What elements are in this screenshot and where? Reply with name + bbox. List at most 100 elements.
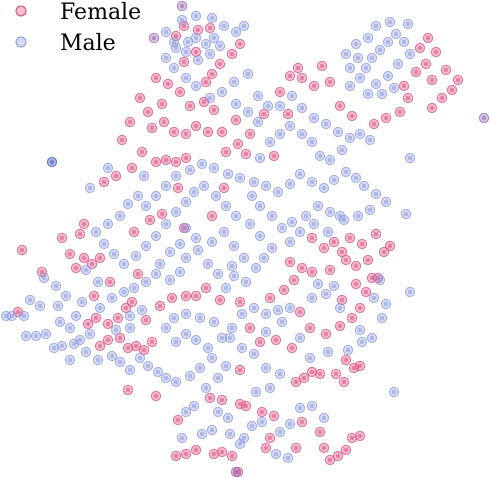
point-female-11 (340, 444, 352, 456)
point-male-97 (248, 176, 260, 188)
point-male-250 (164, 246, 176, 258)
point-male-199 (238, 20, 250, 32)
point-male-205 (382, 36, 394, 48)
point-male-109 (380, 196, 392, 208)
point-female-37 (102, 334, 114, 346)
point-male-242 (190, 232, 202, 244)
point-male-64 (250, 262, 262, 274)
point-male-259 (38, 272, 50, 284)
point-female-103 (110, 170, 122, 182)
point-male-47 (60, 290, 72, 302)
point-female-158 (410, 66, 422, 78)
point-female-69 (350, 278, 362, 290)
point-female-174 (218, 182, 230, 194)
point-male-155 (376, 312, 388, 324)
point-male-152 (342, 344, 354, 356)
point-male-117 (276, 222, 288, 234)
point-male-164 (274, 128, 286, 140)
point-male-14 (234, 438, 246, 450)
point-female-80 (344, 232, 356, 244)
point-female-26 (268, 410, 280, 422)
point-female-180 (88, 290, 100, 302)
point-female-113 (180, 128, 192, 140)
point-male-85 (114, 210, 126, 222)
point-male-246 (228, 240, 240, 252)
point-male-170 (336, 144, 348, 156)
point-male-33 (134, 352, 146, 364)
point-female-46 (112, 312, 124, 324)
point-female-148 (324, 76, 336, 88)
point-male-45 (70, 310, 82, 322)
legend-entry-female: Female (15, 0, 141, 25)
point-female-143 (204, 22, 216, 34)
point-female-1 (180, 448, 192, 460)
point-female-23 (234, 398, 246, 410)
point-male-206 (390, 28, 402, 40)
point-male-112 (338, 214, 350, 226)
point-male-218 (362, 32, 374, 44)
point-male-136 (226, 322, 238, 334)
point-male-83 (90, 226, 102, 238)
point-male-58 (192, 244, 204, 256)
point-male-4 (238, 432, 250, 444)
point-female-84 (370, 228, 382, 240)
point-female-42 (146, 336, 158, 348)
point-male-18 (264, 382, 276, 394)
point-female-110 (146, 122, 158, 134)
point-male-174 (252, 116, 264, 128)
point-female-131 (150, 72, 162, 84)
point-female-121 (216, 126, 228, 138)
point-female-18 (122, 384, 134, 396)
point-male-198 (230, 26, 242, 38)
point-male-254 (110, 324, 122, 336)
point-female-77 (318, 242, 330, 254)
point-male-125 (334, 210, 346, 222)
point-male-61 (220, 282, 232, 294)
point-female-99 (144, 214, 156, 226)
point-male-59 (202, 258, 214, 270)
point-male-262 (252, 90, 264, 102)
point-male-63 (240, 276, 252, 288)
point-female-31 (330, 368, 342, 380)
point-male-108 (370, 188, 382, 200)
point-female-50 (154, 300, 166, 312)
point-male-153 (356, 336, 368, 348)
point-male-52 (128, 282, 140, 294)
point-male-252 (136, 304, 148, 316)
point-male-173 (364, 134, 376, 146)
point-male-261 (228, 76, 240, 88)
point-male-201 (354, 72, 366, 84)
point-female-49 (140, 314, 152, 326)
point-male-265 (286, 90, 298, 102)
point-male-60 (212, 268, 224, 280)
point-female-75 (284, 256, 296, 268)
point-male-77 (150, 230, 162, 242)
point-female-160 (426, 74, 438, 86)
point-female-33 (348, 362, 360, 374)
point-female-44 (90, 312, 102, 324)
point-female-91 (94, 252, 106, 264)
point-female-61 (286, 342, 298, 354)
point-male-27 (194, 362, 206, 374)
point-male-76 (160, 218, 172, 230)
point-male-221 (344, 62, 356, 74)
point-female-115 (202, 126, 214, 138)
point-female-150 (316, 60, 328, 72)
point-female-63 (304, 322, 316, 334)
point-female-155 (394, 106, 406, 118)
point-male-13 (282, 452, 294, 464)
point-male-238 (92, 276, 104, 288)
point-female-90 (86, 258, 98, 270)
point-male-253 (124, 322, 136, 334)
point-male-203 (366, 52, 378, 64)
point-male-86 (122, 198, 134, 210)
point-female-147 (308, 80, 320, 92)
point-female-124 (184, 100, 196, 112)
point-male-43 (54, 316, 66, 328)
point-male-145 (194, 312, 206, 324)
point-male-149 (328, 280, 340, 292)
point-male-178 (204, 92, 216, 104)
point-female-30 (314, 368, 326, 380)
point-female-87 (324, 264, 336, 276)
point-male-194 (176, 14, 188, 26)
